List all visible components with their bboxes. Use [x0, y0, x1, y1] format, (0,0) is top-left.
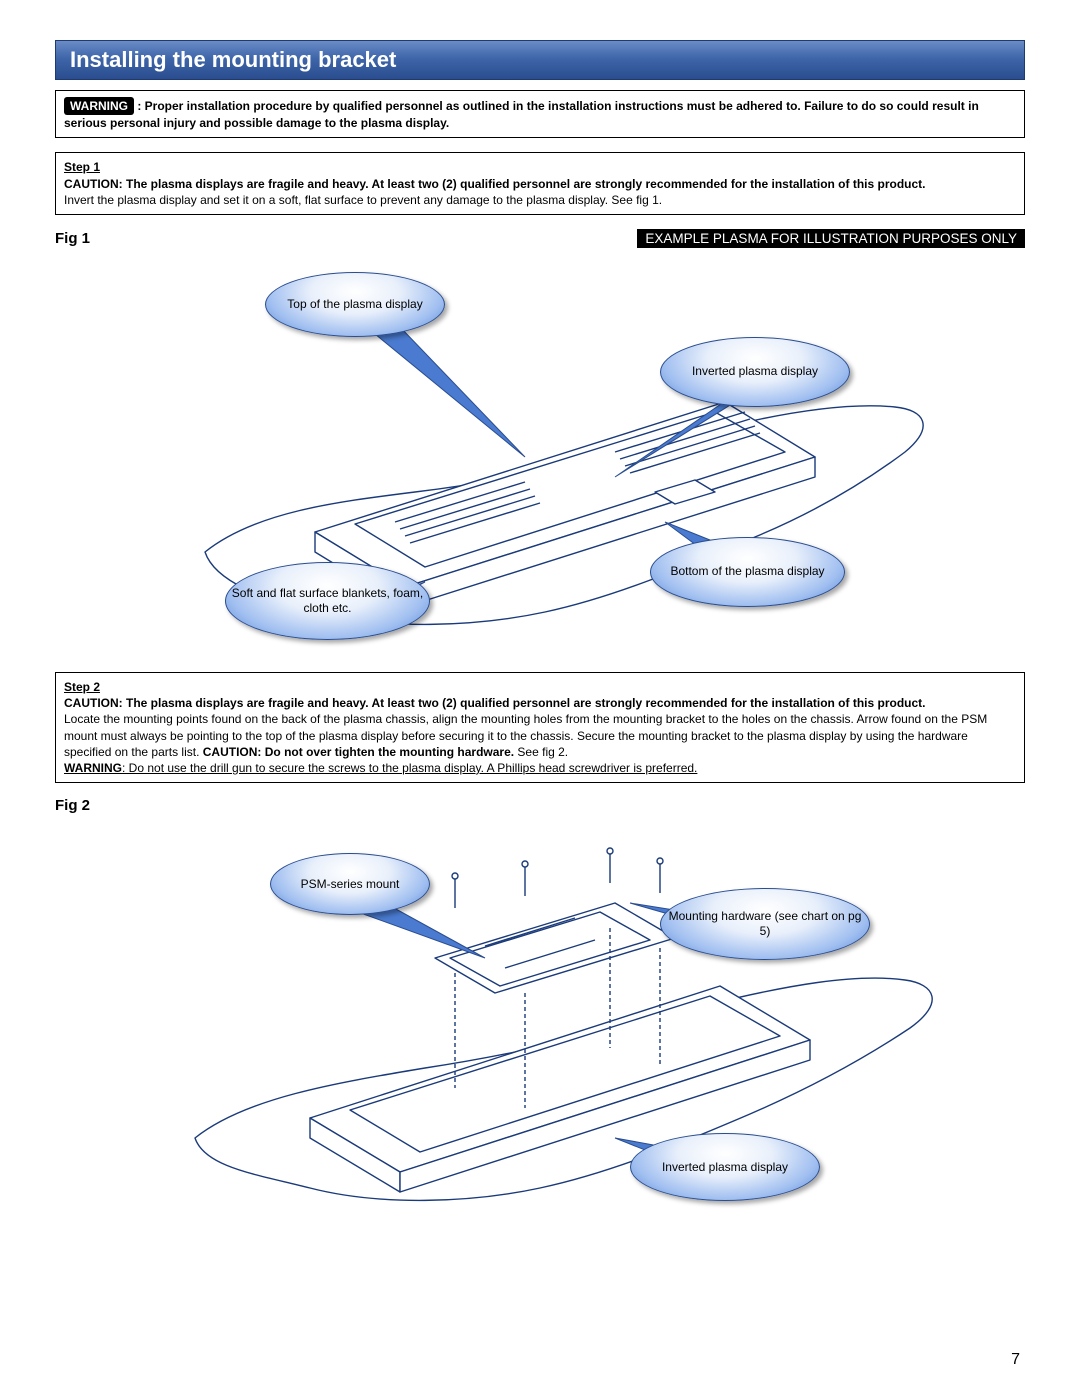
fig2-area: PSM-series mount Mounting hardware (see …	[55, 818, 1025, 1238]
step2-caution-text: : The plasma displays are fragile and he…	[119, 696, 926, 710]
fig1-example-banner: EXAMPLE PLASMA FOR ILLUSTRATION PURPOSES…	[637, 229, 1025, 248]
step2-caution2-label: CAUTION	[203, 745, 258, 759]
fig2-label: Fig 2	[55, 797, 90, 814]
step2-body2: See fig 2.	[514, 745, 568, 759]
step2-box: Step 2 CAUTION: The plasma displays are …	[55, 672, 1025, 783]
fig1-label: Fig 1	[55, 230, 90, 247]
warning-box: WARNING : Proper installation procedure …	[55, 90, 1025, 138]
fig1-callout-inverted: Inverted plasma display	[660, 337, 850, 407]
fig2-callout-psm-text: PSM-series mount	[301, 877, 400, 892]
step2-warn-text: : Do not use the drill gun to secure the…	[122, 761, 697, 775]
step1-label: Step 1	[64, 159, 1016, 175]
fig2-diagram	[55, 818, 1025, 1238]
fig1-header: Fig 1 EXAMPLE PLASMA FOR ILLUSTRATION PU…	[55, 229, 1025, 248]
fig1-diagram	[55, 252, 1025, 672]
fig2-callout-psm: PSM-series mount	[270, 853, 430, 915]
fig1-area: Top of the plasma display Inverted plasm…	[55, 252, 1025, 672]
warning-badge: WARNING	[64, 97, 134, 115]
fig2-callout-inverted-text: Inverted plasma display	[662, 1160, 788, 1175]
fig2-callout-hardware-text: Mounting hardware (see chart on pg 5)	[665, 909, 865, 939]
step2-warn-label: WARNING	[64, 761, 122, 775]
step1-caution-label: CAUTION	[64, 177, 119, 191]
step1-body: Invert the plasma display and set it on …	[64, 192, 1016, 208]
page-number: 7	[1011, 1351, 1020, 1369]
step2-label: Step 2	[64, 679, 1016, 695]
section-title: Installing the mounting bracket	[55, 40, 1025, 80]
fig1-callout-top-text: Top of the plasma display	[287, 297, 422, 312]
fig2-callout-inverted: Inverted plasma display	[630, 1133, 820, 1201]
fig1-callout-bottom-text: Bottom of the plasma display	[670, 564, 824, 579]
step1-box: Step 1 CAUTION: The plasma displays are …	[55, 152, 1025, 215]
fig1-callout-soft-text: Soft and flat surface blankets, foam, cl…	[230, 586, 425, 616]
fig1-callout-inverted-text: Inverted plasma display	[692, 364, 818, 379]
fig1-callout-top: Top of the plasma display	[265, 272, 445, 337]
step1-caution-text: : The plasma displays are fragile and he…	[119, 177, 926, 191]
fig1-callout-soft: Soft and flat surface blankets, foam, cl…	[225, 562, 430, 640]
fig1-callout-bottom: Bottom of the plasma display	[650, 537, 845, 607]
step2-caution2-text: : Do not over tighten the mounting hardw…	[257, 745, 514, 759]
fig2-callout-hardware: Mounting hardware (see chart on pg 5)	[660, 888, 870, 960]
fig2-header: Fig 2	[55, 797, 1025, 814]
warning-text: : Proper installation procedure by quali…	[64, 99, 979, 130]
step2-caution-label: CAUTION	[64, 696, 119, 710]
